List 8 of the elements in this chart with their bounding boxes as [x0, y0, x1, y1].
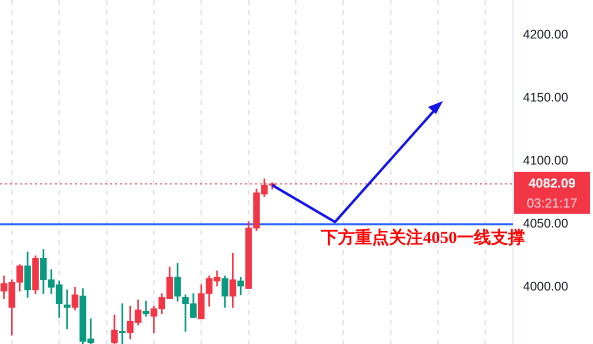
annotation: 下方重点关注4050一线支撑: [320, 228, 525, 248]
y-tick-label: 4100.00: [523, 154, 568, 168]
y-tick-label: 4000.00: [523, 280, 568, 294]
y-tick-label: 4150.00: [523, 90, 568, 105]
y-tick-label: 4050.00: [523, 216, 568, 231]
y-tick-label: 4200.00: [523, 28, 568, 42]
text: 4082.09: [528, 175, 576, 190]
text: 03:21:17: [526, 195, 578, 210]
